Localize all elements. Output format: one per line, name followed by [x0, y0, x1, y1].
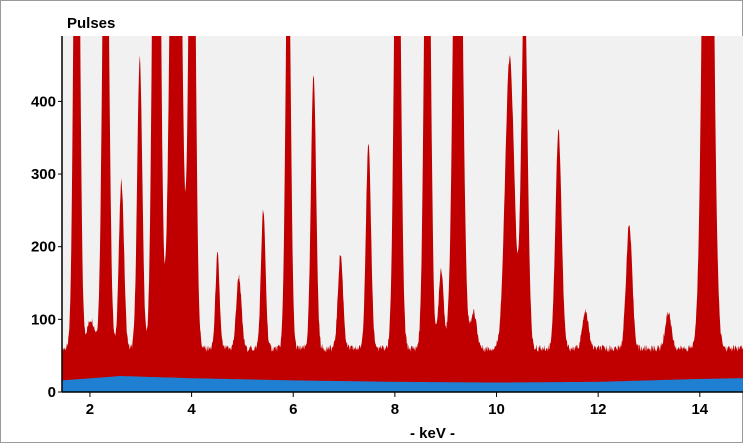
x-tick-label: 10: [488, 401, 505, 418]
x-tick-label: 6: [289, 401, 297, 418]
y-axis-title: Pulses: [67, 15, 115, 32]
spectrum-series: [62, 36, 743, 392]
x-tick-label: 2: [86, 401, 94, 418]
x-tick-label: 14: [691, 401, 708, 418]
x-tick-label: 8: [391, 401, 399, 418]
background-layer: [62, 376, 743, 392]
x-tick-label: 12: [590, 401, 607, 418]
x-axis-title: - keV -: [410, 425, 455, 442]
y-tick-label: 100: [31, 311, 56, 328]
background-series: [62, 376, 743, 392]
y-tick-label: 200: [31, 239, 56, 256]
axes-layer: 0 100 200 300 400 2 4 6 8 10 12 14: [31, 36, 743, 418]
x-tick-label: 4: [187, 401, 196, 418]
y-tick-label: 400: [31, 93, 56, 110]
y-tick-label: 0: [48, 384, 56, 401]
y-tick-label: 300: [31, 166, 56, 183]
spectrum-layer: [62, 36, 743, 392]
